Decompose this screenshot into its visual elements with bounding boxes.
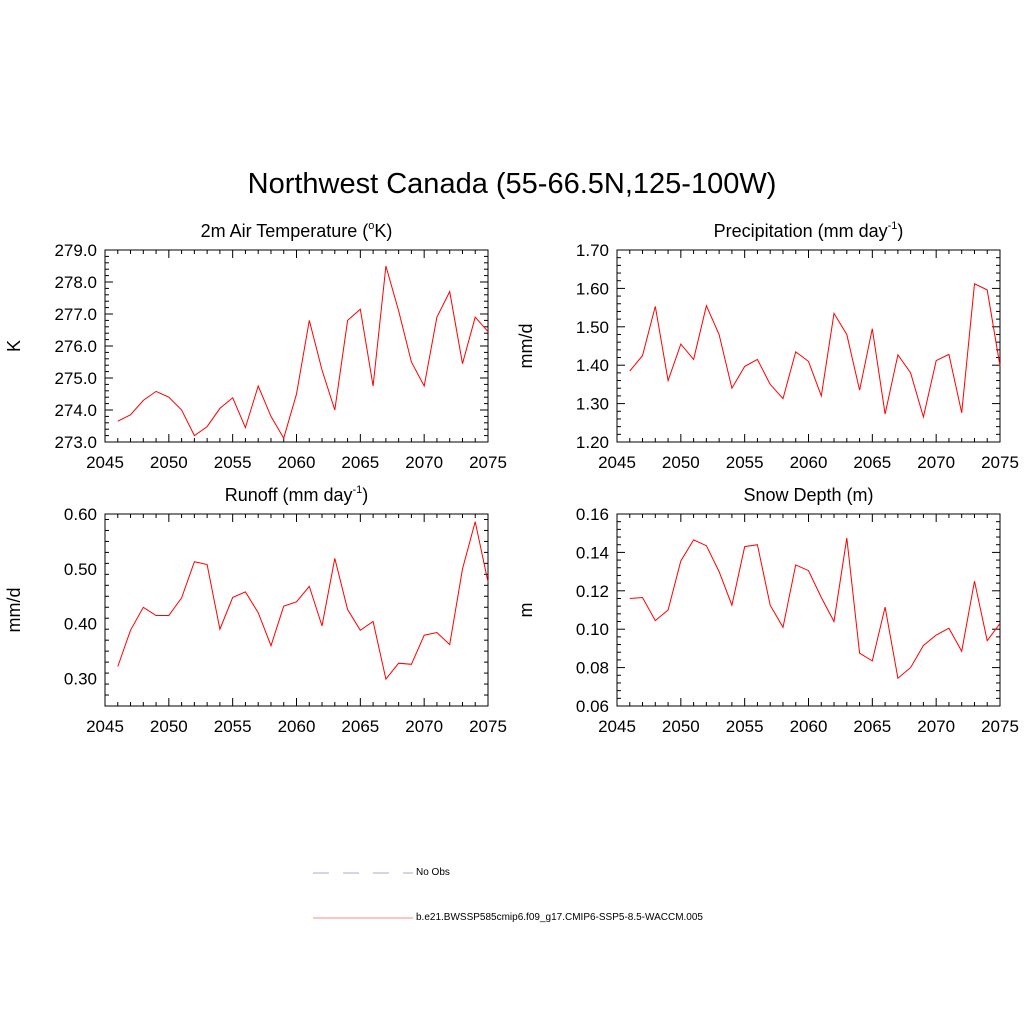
panel-snow-depth: 2045 2050 2055 2060 2065 2070 2075 0.06 0.08 0.10… <box>516 485 1019 736</box>
series-line <box>117 265 489 440</box>
figure-title: Northwest Canada (55-66.5N,125-100W) <box>247 168 777 200</box>
y-tick-label: 274.0 <box>54 401 97 420</box>
y-tick-label: 0.14 <box>576 543 609 562</box>
y-tick-label: 276.0 <box>54 337 97 356</box>
y-tick-label: 0.10 <box>576 620 609 639</box>
y-axis-label: K <box>4 340 24 352</box>
x-tick-label: 2075 <box>981 717 1019 736</box>
y-tick-label: 279.0 <box>54 241 97 260</box>
legend-label-model: b.e21.BWSSP585cmip6.f09_g17.CMIP6-SSP5-8… <box>416 912 703 923</box>
legend <box>313 872 413 919</box>
y-tick-label: 0.12 <box>576 582 609 601</box>
x-tick-label: 2055 <box>214 717 252 736</box>
x-tick-label: 2050 <box>662 717 700 736</box>
x-tick-label: 2045 <box>86 717 124 736</box>
x-tick-label: 2050 <box>150 453 188 472</box>
x-tick-label: 2060 <box>278 453 316 472</box>
x-tick-label: 2065 <box>853 717 891 736</box>
y-tick-label: 1.30 <box>576 395 609 414</box>
x-tick-label: 2065 <box>341 453 379 472</box>
y-tick-label: 1.20 <box>576 433 609 452</box>
x-tick-label: 2050 <box>662 453 700 472</box>
y-tick-label: 0.60 <box>64 505 97 524</box>
series-line <box>117 521 489 681</box>
plot-frame <box>616 249 1001 443</box>
y-tick-label: 0.50 <box>64 560 97 579</box>
y-tick-label: 1.50 <box>576 318 609 337</box>
x-tick-label: 2065 <box>853 453 891 472</box>
x-tick-label: 2070 <box>917 717 955 736</box>
x-tick-label: 2060 <box>790 717 828 736</box>
series-line <box>629 537 1001 680</box>
panel-precipitation: 2045 2050 2055 2060 2065 2070 2075 1.20 1.30 1.40… <box>516 220 1019 472</box>
x-tick-label: 2065 <box>341 717 379 736</box>
y-tick-label: 0.16 <box>576 505 609 524</box>
y-axis-label: mm/d <box>516 324 536 369</box>
panel-title: 2m Air Temperature (oK) <box>201 220 393 241</box>
y-tick-label: 275.0 <box>54 369 97 388</box>
x-tick-label: 2075 <box>981 453 1019 472</box>
x-tick-label: 2055 <box>726 453 764 472</box>
panel-runoff: 2045 2050 2055 2060 2065 2070 2075 0.30 0.40 0.50… <box>4 484 507 736</box>
x-tick-label: 2045 <box>86 453 124 472</box>
x-tick-label: 2075 <box>469 453 507 472</box>
y-tick-label: 273.0 <box>54 433 97 452</box>
y-tick-label: 277.0 <box>54 305 97 324</box>
x-tick-label: 2075 <box>469 717 507 736</box>
x-tick-label: 2070 <box>917 453 955 472</box>
x-tick-label: 2045 <box>598 717 636 736</box>
y-axis-label: m <box>516 603 536 618</box>
legend-label-no-obs: No Obs <box>416 867 450 878</box>
series-line <box>629 283 1001 419</box>
y-tick-label: 1.70 <box>576 241 609 260</box>
y-tick-label: 278.0 <box>54 273 97 292</box>
plot-frame <box>616 513 1001 707</box>
y-tick-label: 0.40 <box>64 615 97 634</box>
x-tick-label: 2055 <box>214 453 252 472</box>
panel-title: Snow Depth (m) <box>743 485 873 505</box>
y-tick-label: 1.40 <box>576 356 609 375</box>
plot-frame <box>104 249 489 443</box>
x-tick-label: 2055 <box>726 717 764 736</box>
plot-frame <box>104 513 489 707</box>
y-tick-label: 1.60 <box>576 279 609 298</box>
y-axis-label: mm/d <box>4 588 24 633</box>
y-tick-label: 0.06 <box>576 697 609 716</box>
x-tick-label: 2070 <box>405 453 443 472</box>
y-tick-label: 0.08 <box>576 659 609 678</box>
panel-air-temperature: 2045 2050 2055 2060 2065 2070 2075 273.0 274.0 27… <box>4 220 507 472</box>
x-tick-label: 2050 <box>150 717 188 736</box>
x-tick-label: 2060 <box>790 453 828 472</box>
x-tick-label: 2070 <box>405 717 443 736</box>
x-tick-label: 2045 <box>598 453 636 472</box>
x-tick-label: 2060 <box>278 717 316 736</box>
panel-title: Precipitation (mm day-1) <box>714 220 904 241</box>
y-tick-label: 0.30 <box>64 670 97 689</box>
panel-title: Runoff (mm day-1) <box>225 484 369 505</box>
